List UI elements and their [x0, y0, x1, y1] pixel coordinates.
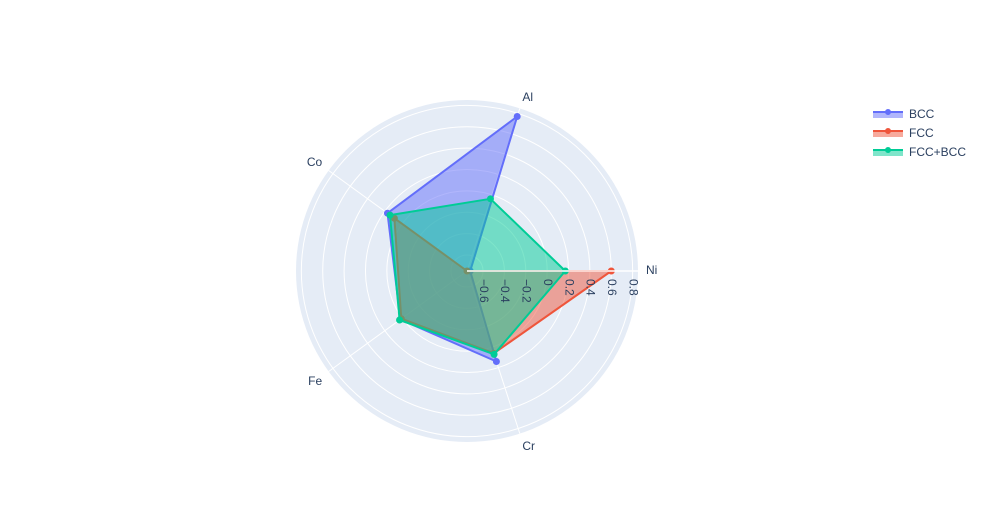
series-fcc-bcc-area[interactable]	[389, 197, 567, 356]
legend-marker	[885, 109, 891, 115]
radial-tick-label: −0.4	[498, 279, 512, 303]
legend-label: BCC	[909, 107, 935, 121]
radial-tick-label: 0.4	[584, 279, 598, 296]
radial-tick-label: 0.6	[605, 279, 619, 296]
axis-label-ni: Ni	[646, 263, 657, 277]
point-fcc-bcc-cr[interactable]	[490, 350, 498, 358]
point-bcc-al[interactable]	[513, 113, 521, 121]
radial-tick-label: 0.2	[562, 279, 576, 296]
legend[interactable]: BCC FCC FCC+BCC	[873, 107, 966, 159]
legend-marker	[885, 128, 891, 134]
legend-label: FCC+BCC	[909, 145, 966, 159]
radial-tick-label: 0.8	[627, 279, 641, 296]
axis-label-fe: Fe	[308, 374, 322, 388]
legend-item-fcc-bcc[interactable]: FCC+BCC	[873, 145, 966, 159]
legend-marker	[885, 147, 891, 153]
radial-tick-label: 0	[541, 279, 555, 286]
axis-label-cr: Cr	[522, 439, 535, 453]
radial-tick-label: −0.6	[477, 279, 491, 303]
legend-item-bcc[interactable]: BCC	[873, 107, 935, 121]
point-fcc-bcc-co[interactable]	[386, 211, 394, 219]
axis-label-co: Co	[307, 155, 323, 169]
angular-axis-labels: Ni Al Co Fe Cr	[307, 90, 658, 453]
legend-label: FCC	[909, 126, 934, 140]
point-fcc-bcc-fe[interactable]	[396, 316, 404, 324]
radial-tick-label: −0.2	[520, 279, 534, 303]
axis-label-al: Al	[522, 90, 533, 104]
point-fcc-bcc-al[interactable]	[486, 195, 494, 203]
point-bcc-cr[interactable]	[492, 357, 500, 365]
legend-item-fcc[interactable]: FCC	[873, 126, 934, 140]
series-layer	[383, 113, 615, 365]
radial-axis: −0.6 −0.4 −0.2 0 0.2 0.4 0.6 0.8	[467, 270, 641, 303]
